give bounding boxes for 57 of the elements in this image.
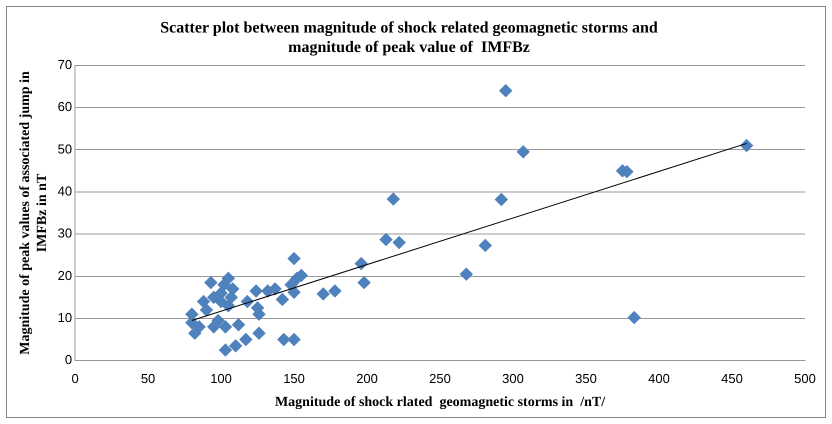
point bbox=[212, 314, 225, 328]
point bbox=[516, 145, 530, 158]
point bbox=[239, 333, 252, 346]
point bbox=[250, 284, 263, 298]
x-tick-label: 150 bbox=[283, 370, 305, 386]
point bbox=[386, 192, 400, 206]
point bbox=[288, 333, 301, 346]
point bbox=[214, 295, 228, 308]
x-tick-label: 450 bbox=[721, 370, 743, 386]
y-tick-label: 40 bbox=[58, 183, 72, 198]
point bbox=[380, 233, 393, 246]
x-tick-label: 50 bbox=[140, 370, 156, 386]
x-tick-label: 400 bbox=[648, 370, 670, 386]
point bbox=[460, 268, 473, 281]
y-tick-label: 20 bbox=[58, 268, 72, 283]
point bbox=[288, 286, 301, 299]
point bbox=[354, 257, 368, 270]
point bbox=[478, 238, 492, 252]
point bbox=[288, 252, 301, 266]
point bbox=[628, 311, 641, 324]
point bbox=[200, 303, 213, 316]
y-tick-label: 50 bbox=[58, 141, 72, 156]
x-tick-label: 500 bbox=[794, 370, 816, 386]
y-tick-label: 70 bbox=[58, 56, 72, 72]
point bbox=[232, 318, 246, 332]
point bbox=[358, 276, 371, 290]
point bbox=[328, 284, 342, 298]
point bbox=[276, 292, 289, 306]
point bbox=[224, 290, 238, 304]
point bbox=[494, 193, 508, 206]
point bbox=[204, 276, 218, 290]
x-tick-label: 200 bbox=[356, 370, 378, 386]
point bbox=[197, 295, 210, 308]
point bbox=[277, 333, 290, 346]
point bbox=[499, 84, 512, 98]
x-tick-label: 100 bbox=[210, 370, 232, 386]
x-tick-label: 250 bbox=[429, 370, 451, 386]
point bbox=[316, 287, 330, 300]
point bbox=[226, 282, 240, 296]
y-tick-label: 0 bbox=[64, 352, 72, 368]
point bbox=[392, 236, 406, 250]
y-tick-label: 60 bbox=[58, 99, 72, 114]
point bbox=[222, 272, 235, 285]
point bbox=[218, 320, 232, 334]
chart-title: Scatter plot between magnitude of shock related geomagnetic storms and magnitude of peak value of IMFBz bbox=[160, 20, 658, 56]
point bbox=[268, 282, 282, 296]
point bbox=[218, 344, 232, 357]
x-tick-label: 350 bbox=[575, 370, 597, 386]
y-tick-label: 30 bbox=[58, 226, 72, 241]
point bbox=[740, 139, 754, 152]
point bbox=[229, 339, 242, 352]
x-tick-label: 300 bbox=[502, 370, 524, 386]
x-axis-title: Magnitude of shock rlated geomagnetic storms in /nT/ bbox=[274, 395, 606, 410]
y-axis-title: Magnitude of peak values of associated jump in IMFBz in nT bbox=[18, 71, 50, 355]
y-tick-label: 10 bbox=[58, 310, 72, 326]
point bbox=[252, 326, 266, 340]
point bbox=[192, 320, 206, 334]
